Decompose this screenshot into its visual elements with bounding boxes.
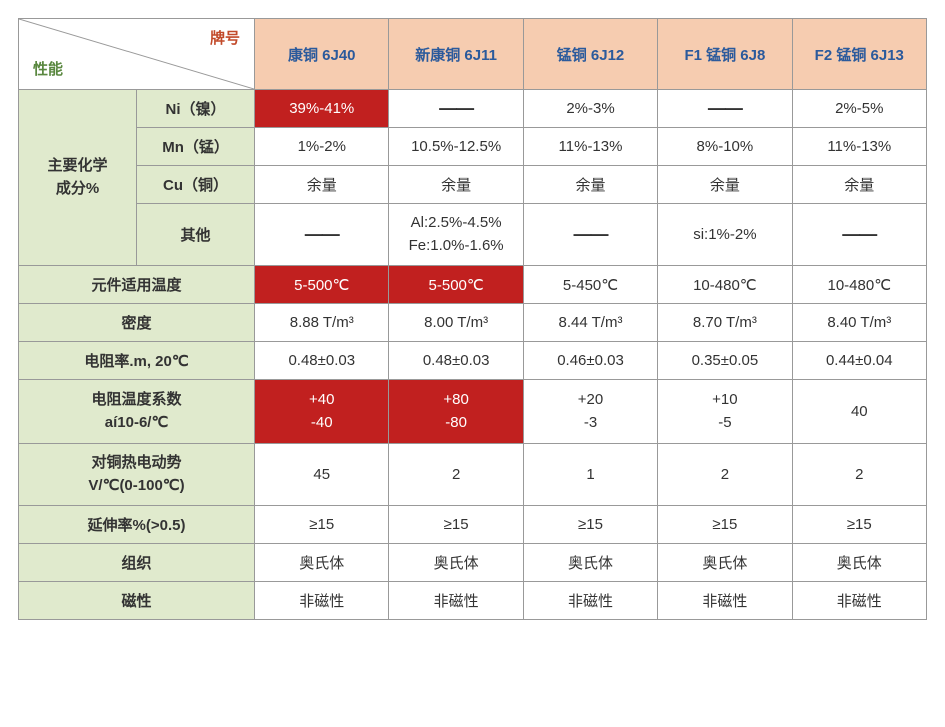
cell: 余量 — [523, 166, 657, 204]
cell: 余量 — [658, 166, 792, 204]
cell: 11%-13% — [792, 128, 926, 166]
cell: 8.40 T/m³ — [792, 304, 926, 342]
group-label-chem: 主要化学成分% — [19, 90, 137, 266]
corner-top-label: 牌号 — [210, 27, 240, 48]
corner-bottom-label: 性能 — [33, 58, 63, 79]
col-header: 新康铜 6J11 — [389, 19, 523, 90]
row-label: 密度 — [19, 304, 255, 342]
row-resistivity: 电阻率.m, 20℃ 0.48±0.03 0.48±0.03 0.46±0.03… — [19, 342, 927, 380]
col-header: F2 锰铜 6J13 — [792, 19, 926, 90]
row-label: 其他 — [137, 204, 255, 266]
cell: +10-5 — [658, 380, 792, 444]
cell: ≥15 — [658, 506, 792, 544]
cell: —— — [523, 204, 657, 266]
row-elongation: 延伸率%(>0.5) ≥15 ≥15 ≥15 ≥15 ≥15 — [19, 506, 927, 544]
row-structure: 组织 奥氏体 奥氏体 奥氏体 奥氏体 奥氏体 — [19, 544, 927, 582]
cell: 奥氏体 — [255, 544, 389, 582]
row-cu: Cu（铜） 余量 余量 余量 余量 余量 — [19, 166, 927, 204]
row-label: 电阻率.m, 20℃ — [19, 342, 255, 380]
cell: 5-500℃ — [389, 266, 523, 304]
cell: si:1%-2% — [658, 204, 792, 266]
cell: 5-450℃ — [523, 266, 657, 304]
cell: —— — [792, 204, 926, 266]
cell: 8.88 T/m³ — [255, 304, 389, 342]
row-mn: Mn（锰） 1%-2% 10.5%-12.5% 11%-13% 8%-10% 1… — [19, 128, 927, 166]
row-density: 密度 8.88 T/m³ 8.00 T/m³ 8.44 T/m³ 8.70 T/… — [19, 304, 927, 342]
cell: 奥氏体 — [792, 544, 926, 582]
row-ni: 主要化学成分% Ni（镍） 39%-41% —— 2%-3% —— 2%-5% — [19, 90, 927, 128]
cell: 2 — [792, 444, 926, 506]
cell: 10-480℃ — [658, 266, 792, 304]
cell: 1 — [523, 444, 657, 506]
row-label: 组织 — [19, 544, 255, 582]
cell: —— — [255, 204, 389, 266]
row-emf: 对铜热电动势V/℃(0-100℃) 45 2 1 2 2 — [19, 444, 927, 506]
cell: 奥氏体 — [389, 544, 523, 582]
cell: 非磁性 — [658, 582, 792, 620]
cell: 8%-10% — [658, 128, 792, 166]
cell: 非磁性 — [389, 582, 523, 620]
cell: 10.5%-12.5% — [389, 128, 523, 166]
cell: 0.35±0.05 — [658, 342, 792, 380]
cell: ≥15 — [792, 506, 926, 544]
cell: ≥15 — [389, 506, 523, 544]
cell: —— — [658, 90, 792, 128]
cell: 10-480℃ — [792, 266, 926, 304]
cell: +20-3 — [523, 380, 657, 444]
cell: 8.44 T/m³ — [523, 304, 657, 342]
cell: ≥15 — [255, 506, 389, 544]
cell: 40 — [792, 380, 926, 444]
cell: 11%-13% — [523, 128, 657, 166]
cell: 0.48±0.03 — [389, 342, 523, 380]
cell: +40-40 — [255, 380, 389, 444]
cell: 奥氏体 — [658, 544, 792, 582]
cell: +80-80 — [389, 380, 523, 444]
cell: 2%-5% — [792, 90, 926, 128]
cell: 2 — [658, 444, 792, 506]
row-label: 磁性 — [19, 582, 255, 620]
cell: Al:2.5%-4.5%Fe:1.0%-1.6% — [389, 204, 523, 266]
corner-cell: 牌号 性能 — [19, 19, 255, 90]
header-row: 牌号 性能 康铜 6J40 新康铜 6J11 锰铜 6J12 F1 锰铜 6J8… — [19, 19, 927, 90]
cell: 2%-3% — [523, 90, 657, 128]
row-other: 其他 —— Al:2.5%-4.5%Fe:1.0%-1.6% —— si:1%-… — [19, 204, 927, 266]
cell: 8.70 T/m³ — [658, 304, 792, 342]
cell: 余量 — [792, 166, 926, 204]
cell: 非磁性 — [255, 582, 389, 620]
cell: 非磁性 — [523, 582, 657, 620]
cell: 余量 — [255, 166, 389, 204]
cell: 5-500℃ — [255, 266, 389, 304]
cell: 39%-41% — [255, 90, 389, 128]
cell: 0.48±0.03 — [255, 342, 389, 380]
row-label: Mn（锰） — [137, 128, 255, 166]
row-label: 元件适用温度 — [19, 266, 255, 304]
col-header: F1 锰铜 6J8 — [658, 19, 792, 90]
alloy-properties-table: 牌号 性能 康铜 6J40 新康铜 6J11 锰铜 6J12 F1 锰铜 6J8… — [18, 18, 927, 620]
cell: 0.46±0.03 — [523, 342, 657, 380]
col-header: 康铜 6J40 — [255, 19, 389, 90]
cell: 奥氏体 — [523, 544, 657, 582]
cell: 8.00 T/m³ — [389, 304, 523, 342]
row-label: 对铜热电动势V/℃(0-100℃) — [19, 444, 255, 506]
cell: ≥15 — [523, 506, 657, 544]
row-magnetism: 磁性 非磁性 非磁性 非磁性 非磁性 非磁性 — [19, 582, 927, 620]
cell: 余量 — [389, 166, 523, 204]
cell: —— — [389, 90, 523, 128]
cell: 45 — [255, 444, 389, 506]
cell: 1%-2% — [255, 128, 389, 166]
col-header: 锰铜 6J12 — [523, 19, 657, 90]
row-label: 电阻温度系数aí10-6/℃ — [19, 380, 255, 444]
row-temp: 元件适用温度 5-500℃ 5-500℃ 5-450℃ 10-480℃ 10-4… — [19, 266, 927, 304]
row-tcr: 电阻温度系数aí10-6/℃ +40-40 +80-80 +20-3 +10-5… — [19, 380, 927, 444]
row-label: 延伸率%(>0.5) — [19, 506, 255, 544]
cell: 0.44±0.04 — [792, 342, 926, 380]
cell: 2 — [389, 444, 523, 506]
row-label: Cu（铜） — [137, 166, 255, 204]
row-label: Ni（镍） — [137, 90, 255, 128]
cell: 非磁性 — [792, 582, 926, 620]
